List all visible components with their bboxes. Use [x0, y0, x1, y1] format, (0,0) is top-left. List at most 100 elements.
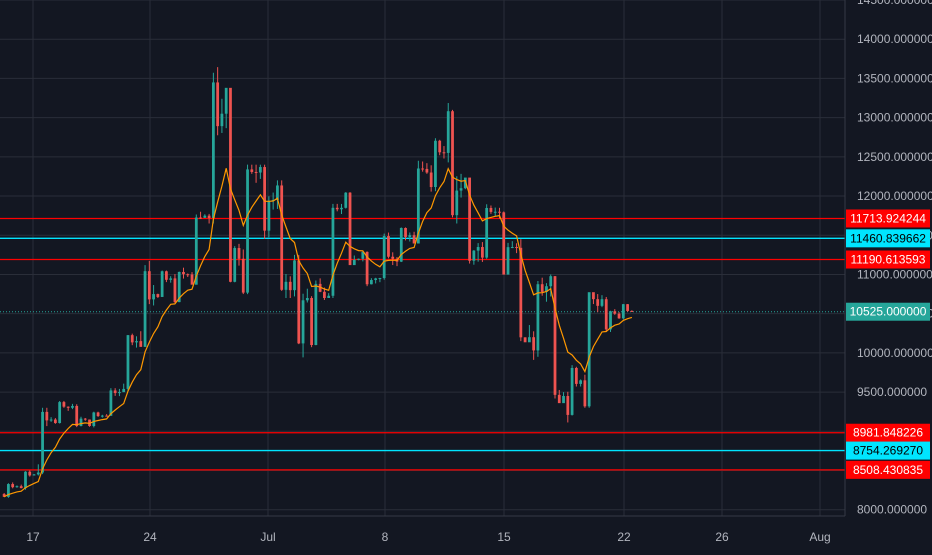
candle-down	[139, 341, 143, 347]
candle-down	[263, 167, 267, 231]
candle-down	[96, 412, 100, 417]
candle-up	[293, 260, 296, 291]
candle-down	[199, 217, 202, 219]
candle-up	[434, 140, 437, 188]
candle-down	[391, 256, 395, 259]
candle-up	[587, 292, 591, 407]
y-tick-label: 11000.000000	[857, 267, 932, 281]
y-tick-label: 14000.000000	[857, 32, 932, 46]
candle-down	[45, 411, 49, 421]
candle-down	[288, 281, 292, 291]
candle-up	[446, 111, 450, 153]
candle-down	[156, 294, 160, 297]
candle-down	[421, 168, 425, 170]
candle-down	[532, 337, 536, 351]
candle-up	[194, 217, 198, 285]
level-tags: 11713.924244 11460.839662 11190.613593 8981…	[846, 209, 930, 479]
level-tag	[846, 209, 930, 228]
candle-up	[340, 207, 343, 210]
candle-down	[105, 415, 109, 417]
x-tick-label: 22	[617, 530, 631, 544]
level-tag	[846, 423, 930, 442]
price-axis[interactable]: 8000.0000008500.0000009000.0000009500.00…	[844, 0, 932, 517]
candle-up	[327, 295, 331, 298]
candle-up	[416, 168, 420, 244]
level-tag-label: 11713.924244	[850, 211, 926, 225]
level-tag	[846, 441, 930, 460]
x-tick-label: 26	[715, 530, 729, 544]
candle-down	[318, 283, 322, 292]
y-tick-label: 14500.000000	[857, 0, 932, 7]
candle-down	[404, 227, 407, 237]
y-tick-label: 12000.000000	[857, 189, 932, 203]
candle-up	[570, 367, 574, 415]
candle-up	[600, 299, 604, 306]
x-tick-label: 24	[143, 530, 157, 544]
candle-down	[335, 207, 339, 210]
candle-up	[36, 472, 40, 475]
candle-down	[387, 236, 390, 257]
candle-down	[442, 152, 446, 154]
candle-up	[143, 271, 147, 347]
candle-up	[267, 200, 271, 231]
candle-up	[361, 251, 365, 259]
candle-down	[241, 258, 245, 293]
candle-down	[173, 278, 177, 303]
candle-up	[7, 484, 10, 497]
candle-down	[250, 169, 254, 172]
current-price-label: 10525.000000	[850, 305, 927, 319]
candle-down	[574, 367, 578, 384]
candle-up	[177, 271, 181, 303]
candle-up	[399, 227, 403, 262]
candle-up	[408, 235, 412, 237]
candle-down	[626, 304, 629, 311]
candle-down	[540, 284, 544, 292]
candle-down	[468, 177, 471, 261]
candle-up	[510, 247, 514, 249]
candle-up	[545, 286, 548, 292]
candle-up	[169, 278, 173, 280]
candle-up	[352, 259, 356, 266]
candle-up	[378, 278, 382, 280]
level-tag	[846, 460, 930, 479]
candle-down	[165, 271, 168, 280]
candle-up	[49, 419, 53, 421]
candle-down	[66, 406, 70, 408]
candle-up	[549, 276, 553, 287]
candle-down	[348, 192, 352, 266]
candle-up	[15, 486, 19, 488]
candle-down	[617, 313, 621, 319]
candle-down	[604, 299, 608, 330]
candle-up	[344, 192, 348, 208]
candle-down	[553, 276, 557, 395]
candle-up	[276, 185, 279, 200]
level-tag-label: 11190.613593	[851, 253, 926, 267]
candle-down	[566, 396, 570, 415]
y-tick-label: 13500.000000	[857, 71, 932, 85]
moving-average	[3, 167, 633, 498]
candle-up	[203, 215, 207, 218]
candle-down	[216, 82, 220, 127]
candle-up	[459, 188, 463, 191]
candle-down	[481, 247, 484, 258]
candle-up	[331, 207, 335, 296]
candle-up	[58, 402, 62, 424]
candle-up	[233, 248, 237, 282]
candle-up	[246, 169, 249, 293]
time-axis[interactable]: 17 24 Jul 8 15 22 26 Aug	[0, 515, 845, 544]
x-tick-label: 15	[497, 530, 511, 544]
candle-down	[280, 185, 284, 290]
candle-down	[583, 380, 587, 407]
candle-down	[254, 171, 258, 173]
candle-up	[160, 271, 164, 297]
level-tag	[846, 250, 930, 269]
candle-up	[527, 337, 531, 343]
candle-up	[374, 278, 378, 281]
candle-up	[100, 415, 104, 417]
level-tag-label: 11460.839662	[850, 231, 926, 245]
y-tick-label: 9500.000000	[857, 385, 927, 399]
candle-down	[297, 260, 301, 344]
y-tick-label: 8000.000000	[857, 503, 927, 517]
